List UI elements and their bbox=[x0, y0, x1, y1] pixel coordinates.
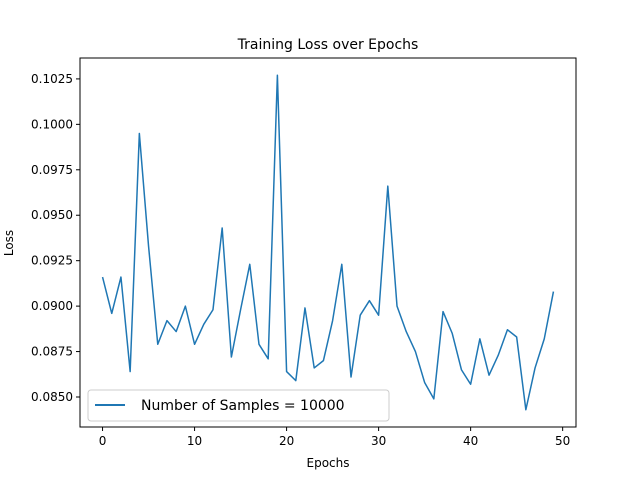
x-axis-title: Epochs bbox=[307, 456, 350, 470]
x-tick-label: 10 bbox=[187, 434, 202, 448]
x-axis: 0 10 20 30 40 50 bbox=[99, 427, 570, 448]
y-tick-label: 0.1000 bbox=[31, 117, 73, 131]
series-line-0 bbox=[101, 74, 555, 411]
x-tick-label: 50 bbox=[555, 434, 570, 448]
chart-title: Training Loss over Epochs bbox=[237, 37, 419, 53]
y-tick-label: 0.0850 bbox=[31, 390, 73, 404]
x-tick-label: 0 bbox=[99, 434, 107, 448]
axes-frame bbox=[79, 57, 577, 428]
x-tick-label: 20 bbox=[279, 434, 294, 448]
y-tick-label: 0.1025 bbox=[31, 72, 73, 86]
y-tick-label: 0.0925 bbox=[31, 254, 73, 268]
y-axis: 0.0850 0.0875 0.0900 0.0925 0.0950 0.0975 0.10… bbox=[31, 72, 80, 404]
legend-label: Number of Samples = 10000 bbox=[141, 398, 345, 414]
y-tick-label: 0.0950 bbox=[31, 208, 73, 222]
y-tick-label: 0.0975 bbox=[31, 163, 73, 177]
y-axis-title: Loss bbox=[2, 230, 16, 256]
x-tick-label: 30 bbox=[371, 434, 386, 448]
legend-box bbox=[87, 389, 390, 422]
plot-area bbox=[101, 74, 555, 411]
y-tick-label: 0.0875 bbox=[31, 345, 73, 359]
x-tick-label: 40 bbox=[463, 434, 478, 448]
y-tick-label: 0.0900 bbox=[31, 299, 73, 313]
legend: Number of Samples = 10000 bbox=[87, 389, 390, 422]
